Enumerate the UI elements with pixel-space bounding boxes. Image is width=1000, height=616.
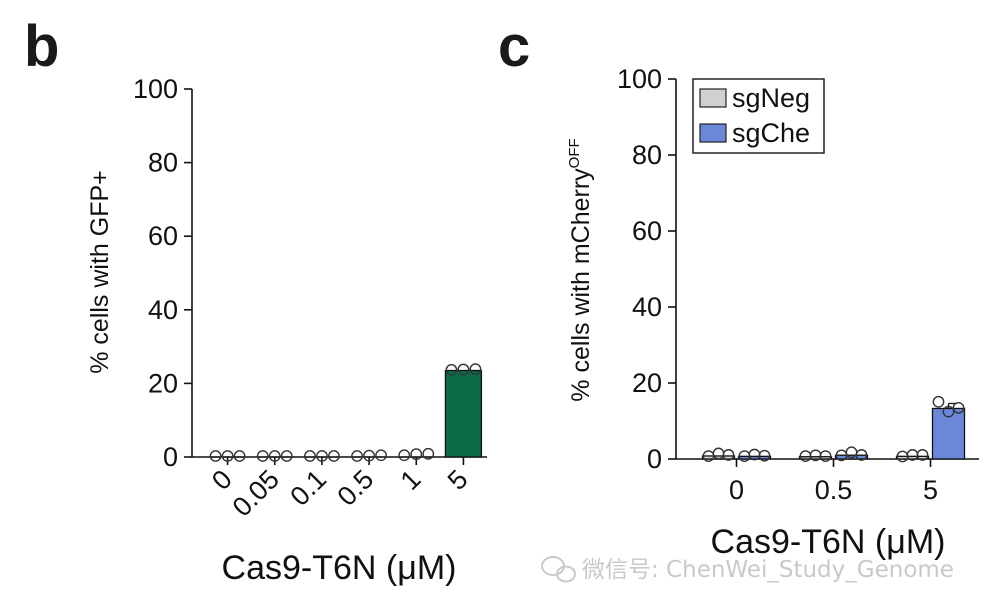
panel-c-x-tick-label: 0	[729, 475, 744, 505]
panel-b-data-point	[280, 450, 293, 462]
panel-b-letter: b	[24, 14, 59, 79]
panel-b-y-tick-label: 80	[148, 148, 178, 178]
panel-c-bar-sgneg	[895, 455, 930, 460]
panel-b-data-point	[469, 363, 482, 376]
panel-b-x-tick-label: 5	[442, 464, 474, 496]
legend-swatch-sgche	[699, 123, 727, 143]
panel-b-x-axis: 00.05 0.1 0.5 1 5	[192, 456, 487, 522]
panel-c-y-tick-label: 20	[632, 368, 662, 398]
panel-b-y-tick-label: 0	[163, 442, 178, 472]
watermark-text: 微信号: ChenWei_Study_Genome	[582, 557, 954, 583]
panel-c-data-point	[916, 449, 929, 461]
watermark: 微信号: ChenWei_Study_Genome	[541, 556, 954, 583]
panel-b-bars	[209, 369, 483, 458]
panel-c-y-tick-label: 80	[632, 140, 662, 170]
panel-c-data-point	[758, 449, 771, 462]
panel-b-data-point	[445, 363, 458, 376]
panel-b-data-point	[233, 450, 246, 462]
panel-c-y-axis: 0 20 40 60 80 100	[617, 64, 677, 474]
panel-c-legend: sgNeg sgChe	[692, 78, 825, 154]
legend-label-sgneg: sgNeg	[732, 83, 810, 113]
panel-b-data-point	[221, 450, 234, 462]
panel-b-y-axis: 0 20 40 60 80 100	[133, 74, 193, 472]
panel-b-data-point	[422, 447, 435, 460]
panel-b-y-tick-label: 60	[148, 221, 178, 251]
panel-b-data-point	[328, 450, 340, 462]
panel-c-y-axis-title-main: % cells with mCherry	[567, 168, 595, 402]
panel-c-bar-sgche	[737, 455, 772, 460]
panel-b-y-tick-label: 40	[148, 295, 178, 325]
panel-b-x-tick-label: 0.05	[227, 464, 285, 522]
panel-b-data-point	[304, 450, 316, 462]
panel-b-data-point	[209, 450, 222, 462]
panel-c-y-tick-label: 100	[617, 64, 662, 94]
panel-b-points	[209, 363, 482, 462]
panel-b-data-point	[256, 450, 269, 462]
panel-c-y-tick-label: 40	[632, 292, 662, 322]
panel-c-y-tick-label: 60	[632, 216, 662, 246]
panel-c-bar-sgneg	[798, 456, 833, 460]
panel-c-y-axis-title-superscript: OFF	[566, 138, 583, 168]
panel-c-letter: c	[498, 14, 530, 79]
panel-b-data-point	[375, 449, 387, 462]
panel-c-data-point	[722, 449, 735, 461]
panel-c-x-tick-label: 0.5	[815, 475, 853, 505]
panel-b-x-tick-label: 0	[206, 464, 238, 496]
panel-b-data-point	[398, 449, 411, 462]
panel-b-bar	[444, 369, 483, 458]
panel-c-x-tick-label: 5	[923, 475, 938, 505]
panel-b-x-tick-label: 0.1	[284, 464, 332, 512]
panel-b-y-tick-label: 20	[148, 368, 178, 398]
panel-c-y-tick-label: 0	[647, 444, 662, 474]
panel-b-y-tick-label: 100	[133, 74, 178, 104]
legend-label-sgche: sgChe	[732, 118, 810, 148]
panel-c-data-point	[855, 449, 868, 461]
panel-b-data-point	[410, 448, 423, 461]
panel-c-bar-sgche	[931, 407, 966, 460]
panel-b-data-point	[316, 450, 328, 462]
panel-b-x-axis-title: Cas9-T6N (μM)	[222, 549, 457, 587]
panel-b-data-point	[363, 449, 375, 462]
panel-c-data-point	[952, 401, 965, 414]
panel-b-data-point	[268, 450, 281, 462]
panel-c-x-axis: 0 0.5 5	[676, 458, 979, 505]
panel-c-points	[702, 395, 965, 463]
panel-c-data-point	[819, 450, 832, 462]
panel-b-data-point	[351, 450, 363, 462]
panel-c-data-point	[942, 405, 955, 418]
legend-swatch-sgneg	[699, 88, 727, 108]
panel-b-y-axis-title: % cells with GFP+	[86, 170, 114, 374]
panel-c-data-point	[932, 395, 945, 408]
panel-b-x-tick-label: 0.5	[332, 464, 380, 512]
panel-c-y-axis-title: % cells with mCherryOFF	[566, 138, 595, 401]
panel-b-data-point	[457, 363, 470, 376]
panel-c-x-axis-title: Cas9-T6N (μM)	[711, 523, 946, 561]
panel-b-x-tick-label: 1	[395, 464, 427, 496]
wechat-icon	[541, 556, 576, 583]
